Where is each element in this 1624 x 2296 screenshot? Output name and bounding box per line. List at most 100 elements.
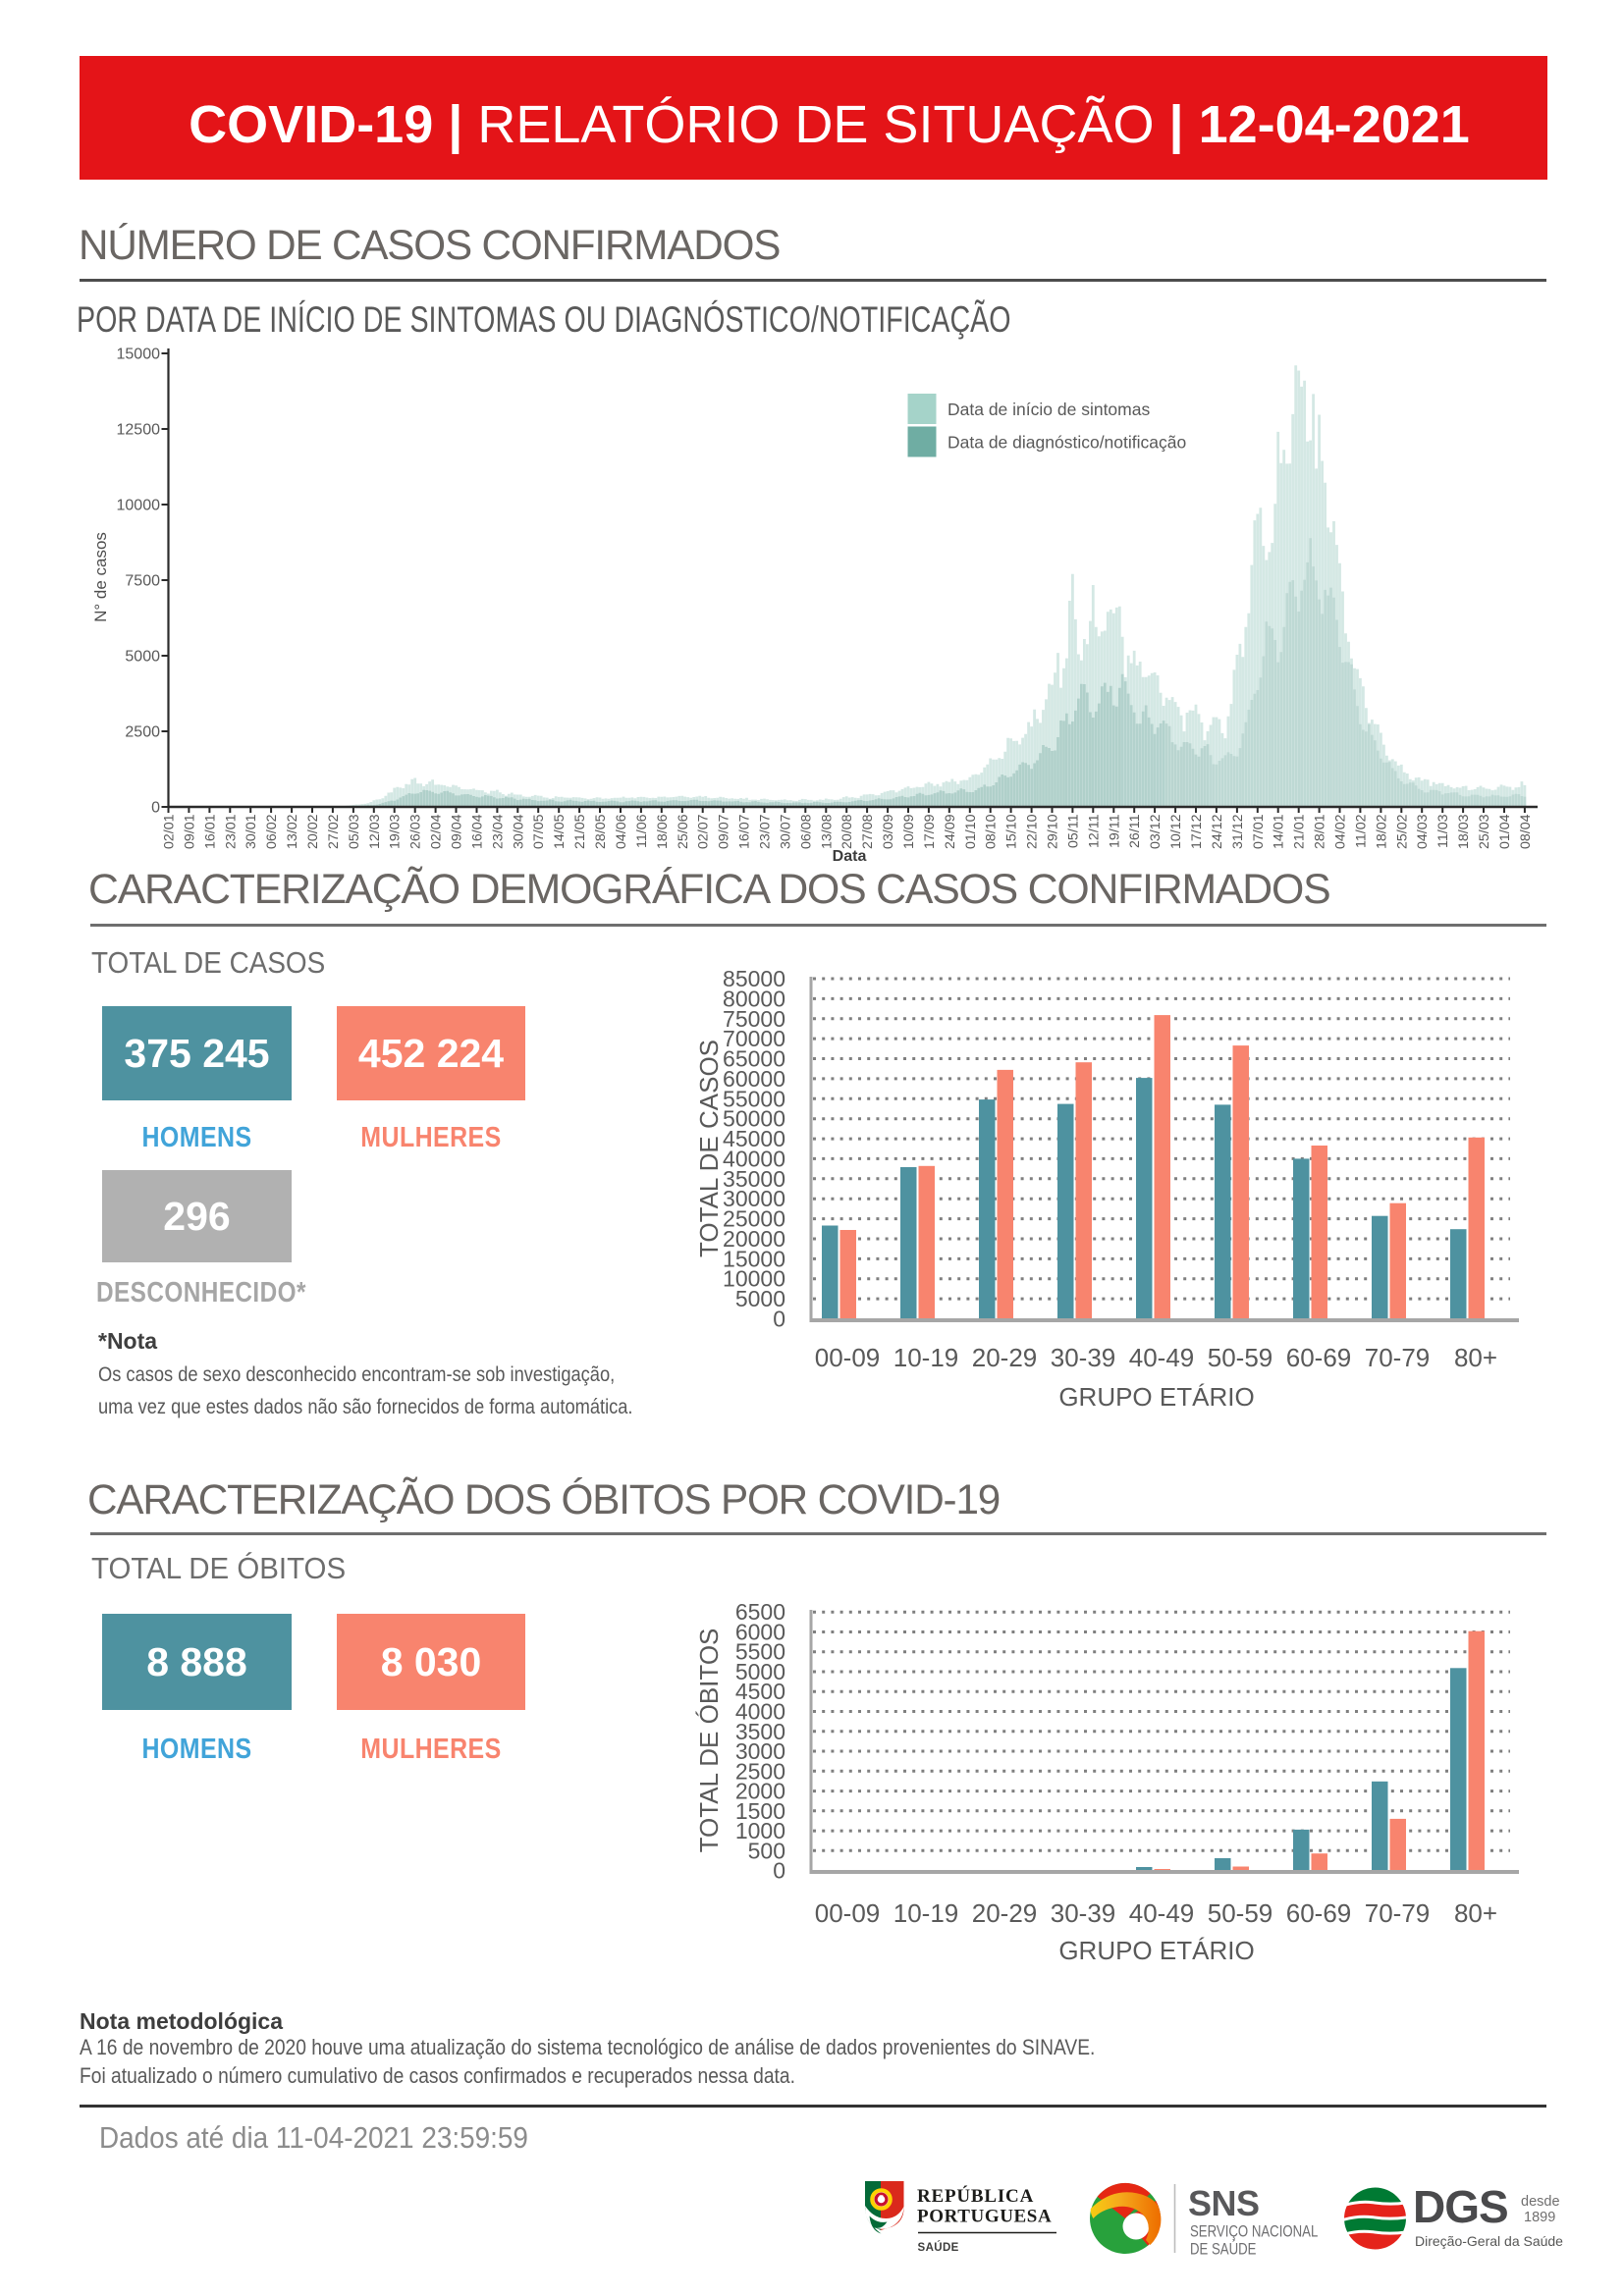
svg-text:26/11: 26/11 (1127, 814, 1143, 848)
svg-text:21/01: 21/01 (1292, 814, 1308, 849)
svg-text:06/02: 06/02 (264, 814, 280, 849)
svg-text:22/10: 22/10 (1025, 814, 1041, 849)
svg-text:3500: 3500 (735, 1719, 785, 1744)
svg-text:DE SAÚDE: DE SAÚDE (1190, 2240, 1256, 2259)
svg-text:18/03: 18/03 (1456, 814, 1472, 849)
svg-text:03/12: 03/12 (1148, 814, 1164, 849)
svg-text:19/03: 19/03 (388, 814, 404, 849)
svg-text:2500: 2500 (125, 724, 160, 741)
svg-text:70-79: 70-79 (1365, 1898, 1431, 1928)
svg-text:5000: 5000 (125, 649, 160, 666)
svg-text:GRUPO ETÁRIO: GRUPO ETÁRIO (1058, 1936, 1254, 1965)
svg-text:3000: 3000 (735, 1738, 785, 1764)
svg-text:09/01: 09/01 (182, 814, 197, 849)
svg-text:30-39: 30-39 (1051, 1343, 1116, 1372)
svg-text:Direção-Geral da Saúde: Direção-Geral da Saúde (1415, 2233, 1563, 2249)
svg-text:7500: 7500 (125, 573, 160, 590)
svg-text:23/04: 23/04 (490, 814, 506, 849)
svg-text:10/09: 10/09 (901, 814, 917, 849)
svg-text:80+: 80+ (1454, 1343, 1497, 1372)
svg-text:12/03: 12/03 (367, 814, 383, 849)
svg-text:16/01: 16/01 (202, 814, 218, 849)
svg-text:02/04: 02/04 (429, 814, 445, 849)
svg-text:4500: 4500 (735, 1679, 785, 1704)
svg-text:500: 500 (748, 1838, 785, 1863)
svg-text:24/09: 24/09 (943, 814, 958, 849)
svg-text:Data: Data (833, 848, 867, 865)
svg-text:13/02: 13/02 (285, 814, 300, 849)
svg-text:70-79: 70-79 (1365, 1343, 1431, 1372)
svg-text:31/12: 31/12 (1230, 814, 1246, 849)
svg-text:25/02: 25/02 (1394, 814, 1410, 849)
svg-text:13/08: 13/08 (819, 814, 835, 849)
svg-text:16/07: 16/07 (737, 814, 753, 849)
svg-text:27/02: 27/02 (326, 814, 342, 849)
svg-text:4000: 4000 (735, 1699, 785, 1725)
svg-text:07/05: 07/05 (531, 814, 547, 849)
svg-text:23/01: 23/01 (223, 814, 239, 849)
svg-text:0: 0 (773, 1858, 785, 1884)
svg-text:30-39: 30-39 (1051, 1898, 1116, 1928)
svg-text:14/05: 14/05 (552, 814, 568, 849)
svg-text:60-69: 60-69 (1286, 1343, 1352, 1372)
svg-text:10/12: 10/12 (1168, 814, 1184, 849)
svg-text:08/04: 08/04 (1518, 814, 1534, 849)
svg-text:30/01: 30/01 (244, 814, 259, 849)
svg-text:17/09: 17/09 (922, 814, 938, 849)
svg-text:35000: 35000 (723, 1166, 785, 1192)
svg-text:00-09: 00-09 (815, 1343, 881, 1372)
svg-text:23/07: 23/07 (758, 814, 774, 849)
svg-text:04/06: 04/06 (614, 814, 629, 849)
svg-text:60000: 60000 (723, 1066, 785, 1092)
svg-text:25/06: 25/06 (676, 814, 691, 849)
svg-text:06/08: 06/08 (798, 814, 814, 849)
svg-text:2500: 2500 (735, 1758, 785, 1784)
svg-text:5000: 5000 (735, 1286, 785, 1311)
svg-text:65000: 65000 (723, 1046, 785, 1072)
svg-text:30/04: 30/04 (511, 814, 526, 849)
svg-text:14/01: 14/01 (1272, 814, 1287, 849)
svg-text:20/02: 20/02 (305, 814, 321, 849)
svg-text:1000: 1000 (735, 1818, 785, 1843)
svg-text:25/03: 25/03 (1477, 814, 1492, 849)
svg-text:04/02: 04/02 (1333, 814, 1349, 849)
svg-text:08/10: 08/10 (984, 814, 1000, 849)
svg-text:1500: 1500 (735, 1798, 785, 1824)
svg-text:03/09: 03/09 (881, 814, 896, 849)
svg-text:15/10: 15/10 (1004, 814, 1020, 849)
svg-text:28/05: 28/05 (593, 814, 609, 849)
svg-text:N° de casos: N° de casos (91, 532, 110, 622)
svg-text:SERVIÇO NACIONAL: SERVIÇO NACIONAL (1190, 2222, 1318, 2241)
svg-text:09/04: 09/04 (450, 814, 465, 849)
svg-text:01/04: 01/04 (1497, 814, 1513, 849)
svg-text:09/07: 09/07 (717, 814, 732, 849)
svg-text:GRUPO ETÁRIO: GRUPO ETÁRIO (1058, 1382, 1254, 1412)
svg-text:21/05: 21/05 (572, 814, 588, 849)
svg-text:85000: 85000 (723, 966, 785, 991)
svg-text:80+: 80+ (1454, 1898, 1497, 1928)
svg-text:20/08: 20/08 (839, 814, 855, 849)
svg-text:05/03: 05/03 (347, 814, 362, 849)
svg-text:20-29: 20-29 (972, 1343, 1038, 1372)
svg-text:40000: 40000 (723, 1146, 785, 1171)
svg-text:10000: 10000 (117, 498, 161, 514)
svg-text:50-59: 50-59 (1208, 1343, 1273, 1372)
svg-text:30/07: 30/07 (778, 814, 793, 849)
svg-text:6000: 6000 (735, 1620, 785, 1645)
svg-text:Data de diagnóstico/notificaçã: Data de diagnóstico/notificação (947, 433, 1186, 453)
svg-text:20-29: 20-29 (972, 1898, 1038, 1928)
svg-text:04/03: 04/03 (1415, 814, 1431, 849)
svg-text:40-49: 40-49 (1129, 1343, 1195, 1372)
svg-text:0: 0 (151, 800, 160, 817)
svg-text:27/08: 27/08 (860, 814, 876, 849)
svg-text:Data de início de sintomas: Data de início de sintomas (947, 400, 1150, 419)
svg-text:29/10: 29/10 (1046, 814, 1061, 849)
svg-text:25000: 25000 (723, 1206, 785, 1232)
svg-text:11/03: 11/03 (1435, 814, 1451, 848)
svg-text:10-19: 10-19 (893, 1898, 959, 1928)
svg-text:15000: 15000 (723, 1246, 785, 1271)
svg-text:17/12: 17/12 (1189, 814, 1205, 849)
svg-text:07/01: 07/01 (1251, 814, 1267, 849)
svg-text:TOTAL DE CASOS: TOTAL DE CASOS (694, 1040, 724, 1257)
svg-text:00-09: 00-09 (815, 1898, 881, 1928)
